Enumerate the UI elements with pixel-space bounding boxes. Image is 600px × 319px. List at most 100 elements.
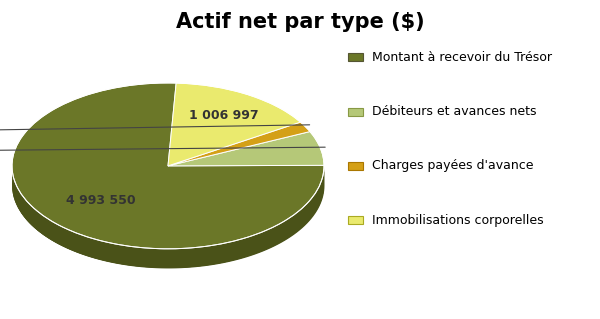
PathPatch shape (108, 242, 112, 263)
PathPatch shape (99, 240, 103, 261)
PathPatch shape (22, 194, 23, 216)
PathPatch shape (209, 245, 214, 265)
PathPatch shape (77, 234, 82, 254)
PathPatch shape (155, 249, 161, 268)
PathPatch shape (17, 187, 19, 208)
PathPatch shape (127, 246, 131, 266)
Wedge shape (168, 102, 301, 185)
PathPatch shape (15, 182, 16, 203)
PathPatch shape (316, 189, 317, 211)
PathPatch shape (52, 221, 55, 242)
PathPatch shape (131, 247, 136, 266)
PathPatch shape (304, 204, 307, 225)
Text: Débiteurs et avances nets: Débiteurs et avances nets (372, 105, 536, 118)
FancyBboxPatch shape (348, 108, 363, 116)
PathPatch shape (103, 241, 108, 262)
PathPatch shape (246, 236, 250, 257)
PathPatch shape (27, 202, 29, 223)
PathPatch shape (141, 248, 146, 267)
PathPatch shape (170, 249, 175, 268)
PathPatch shape (112, 243, 117, 263)
PathPatch shape (250, 235, 254, 256)
Text: 1 006 997: 1 006 997 (189, 109, 259, 122)
PathPatch shape (302, 206, 304, 228)
PathPatch shape (299, 209, 302, 230)
PathPatch shape (270, 227, 274, 248)
PathPatch shape (228, 241, 233, 262)
PathPatch shape (40, 213, 43, 234)
PathPatch shape (90, 238, 94, 258)
PathPatch shape (314, 192, 316, 213)
Text: 135 438: 135 438 (0, 124, 310, 137)
PathPatch shape (290, 215, 293, 236)
PathPatch shape (166, 249, 170, 268)
PathPatch shape (146, 248, 151, 267)
PathPatch shape (136, 247, 141, 267)
PathPatch shape (175, 249, 181, 268)
PathPatch shape (117, 244, 122, 264)
Wedge shape (168, 131, 324, 166)
PathPatch shape (161, 249, 166, 268)
Wedge shape (168, 122, 310, 166)
PathPatch shape (66, 228, 70, 249)
Text: Montant à recevoir du Trésor: Montant à recevoir du Trésor (372, 51, 552, 64)
PathPatch shape (319, 184, 320, 206)
PathPatch shape (262, 230, 266, 251)
PathPatch shape (277, 223, 281, 244)
PathPatch shape (274, 225, 277, 246)
PathPatch shape (266, 228, 270, 249)
PathPatch shape (259, 232, 262, 253)
PathPatch shape (181, 248, 185, 268)
PathPatch shape (43, 215, 46, 236)
PathPatch shape (233, 240, 237, 261)
PathPatch shape (284, 219, 287, 240)
PathPatch shape (14, 179, 15, 201)
PathPatch shape (281, 221, 284, 242)
Wedge shape (168, 83, 301, 166)
PathPatch shape (200, 247, 205, 266)
PathPatch shape (74, 232, 77, 253)
Text: Charges payées d'avance: Charges payées d'avance (372, 160, 533, 172)
PathPatch shape (309, 199, 311, 221)
Wedge shape (168, 151, 324, 185)
PathPatch shape (322, 176, 323, 198)
PathPatch shape (34, 209, 37, 230)
PathPatch shape (32, 206, 34, 228)
PathPatch shape (49, 219, 52, 240)
PathPatch shape (23, 197, 25, 218)
PathPatch shape (195, 247, 200, 267)
PathPatch shape (13, 176, 14, 198)
FancyBboxPatch shape (348, 54, 363, 62)
FancyBboxPatch shape (348, 162, 363, 170)
PathPatch shape (16, 184, 17, 206)
PathPatch shape (37, 211, 40, 232)
PathPatch shape (307, 202, 309, 223)
PathPatch shape (122, 245, 127, 265)
PathPatch shape (313, 194, 314, 216)
PathPatch shape (321, 179, 322, 201)
PathPatch shape (317, 187, 319, 208)
PathPatch shape (254, 234, 259, 254)
PathPatch shape (311, 197, 313, 218)
PathPatch shape (214, 244, 219, 264)
Text: Immobilisations corporelles: Immobilisations corporelles (372, 214, 544, 226)
FancyBboxPatch shape (348, 216, 363, 224)
PathPatch shape (320, 182, 321, 203)
PathPatch shape (20, 192, 22, 213)
Wedge shape (168, 141, 310, 185)
PathPatch shape (224, 242, 228, 263)
PathPatch shape (242, 238, 246, 258)
PathPatch shape (190, 248, 195, 267)
PathPatch shape (86, 236, 90, 257)
PathPatch shape (46, 217, 49, 238)
PathPatch shape (29, 204, 32, 225)
PathPatch shape (219, 243, 224, 263)
PathPatch shape (55, 223, 59, 244)
Wedge shape (12, 83, 324, 249)
PathPatch shape (237, 239, 242, 259)
PathPatch shape (94, 239, 99, 259)
PathPatch shape (25, 199, 27, 221)
PathPatch shape (59, 225, 62, 246)
Text: 439 484: 439 484 (0, 145, 325, 158)
PathPatch shape (82, 235, 86, 256)
